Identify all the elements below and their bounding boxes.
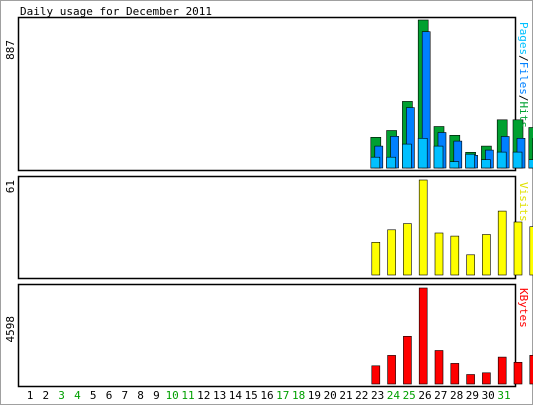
day-label-18: 18 [292,389,305,402]
visits-visits-bar-day-19 [482,234,491,276]
kbytes-kbytes-bar-day-19 [482,372,491,385]
day-label-10: 10 [166,389,179,402]
day-label-14: 14 [229,389,243,402]
kbytes-kbytes-bar-day-22 [529,354,533,385]
hits-pages-bar-day-18 [465,153,475,169]
hits-pages-bar-day-20 [496,151,507,169]
kbytes-kbytes-bar-day-15 [418,287,428,385]
day-label-7: 7 [121,389,128,402]
visits-visits-bar-day-18 [466,254,475,276]
hits-pages-bar-day-17 [449,161,460,169]
kbytes-kbytes-bar-day-12 [371,365,381,385]
kbytes-max-label: 4598 [4,316,17,343]
kbytes-panel: 4598 KBytes [4,283,533,388]
day-label-16: 16 [260,389,273,402]
day-label-13: 13 [213,389,226,402]
day-label-12: 12 [197,389,210,402]
hits-pages-bar-day-14 [402,143,412,169]
day-label-26: 26 [418,389,431,402]
visits-visits-bar-day-15 [418,179,428,276]
day-label-1: 1 [27,389,34,402]
hits-pages-bar-day-16 [433,145,444,169]
visits-max-label: 61 [4,180,17,193]
kbytes-kbytes-bar-day-20 [497,356,507,385]
hits-pages-bar-day-12 [370,156,381,169]
day-label-11: 11 [181,389,194,402]
legend-hits: Hits [517,102,530,129]
day-axis-labels: 1 2 3 4 5 6 7 8 9 10 11 12 13 14 15 16 17 18 19 20 21 22 23 24 2… [27,389,511,402]
hits-hits-bar-day-22 [528,127,533,169]
day-label-30: 30 [482,389,495,402]
day-label-2: 2 [42,389,49,402]
kbytes-kbytes-bar-day-21 [513,361,523,385]
hits-pages-bar-day-19 [481,159,491,169]
day-label-20: 20 [324,389,337,402]
day-label-6: 6 [106,389,113,402]
day-label-27: 27 [434,389,447,402]
chart-title: Daily usage for December 2011 [20,5,212,18]
day-label-4: 4 [74,389,81,402]
day-label-25: 25 [403,389,416,402]
kbytes-legend: KBytes [517,288,530,328]
visits-visits-bar-day-20 [497,210,507,276]
kbytes-plot-area [17,283,517,388]
kbytes-kbytes-bar-day-18 [466,374,475,385]
day-label-29: 29 [466,389,479,402]
visits-visits-bar-day-22 [529,226,533,276]
day-label-9: 9 [153,389,160,402]
day-label-17: 17 [276,389,289,402]
day-label-21: 21 [339,389,352,402]
kbytes-kbytes-bar-day-13 [387,355,396,385]
day-label-24: 24 [387,389,401,402]
visits-legend: Visits [517,182,530,222]
visits-visits-bar-day-21 [513,221,523,276]
day-label-23: 23 [371,389,384,402]
hits-pages-bar-day-21 [512,151,523,169]
hits-legend: Pages/Files/Hits [517,22,530,128]
kbytes-kbytes-bar-day-17 [450,363,460,385]
hits-max-label: 887 [4,40,17,60]
hits-panel: 887 Pages/Files/Hits [4,16,533,172]
legend-separator-2: / [517,95,530,102]
day-label-19: 19 [308,389,321,402]
hits-pages-bar-day-13 [386,156,396,169]
day-label-3: 3 [58,389,65,402]
kbytes-kbytes-bar-day-16 [434,350,444,385]
legend-separator-1: / [517,55,530,62]
kbytes-kbytes-bar-day-14 [403,335,412,385]
day-label-5: 5 [90,389,97,402]
visits-visits-bar-day-12 [371,242,381,276]
legend-files: Files [517,62,530,95]
day-label-8: 8 [137,389,144,402]
visits-panel: 61 Visits [4,175,533,280]
visits-visits-bar-day-16 [434,232,444,276]
visits-visits-bar-day-14 [403,223,412,276]
hits-pages-bar-day-15 [417,138,428,169]
visits-visits-bar-day-13 [387,229,396,276]
visits-visits-bar-day-17 [450,235,460,276]
day-label-22: 22 [355,389,368,402]
hits-pages-bar-day-22 [528,159,533,169]
day-label-15: 15 [245,389,258,402]
day-label-28: 28 [450,389,463,402]
hits-plot-area [17,16,517,172]
legend-pages: Pages [517,22,530,55]
day-label-31: 31 [497,389,510,402]
